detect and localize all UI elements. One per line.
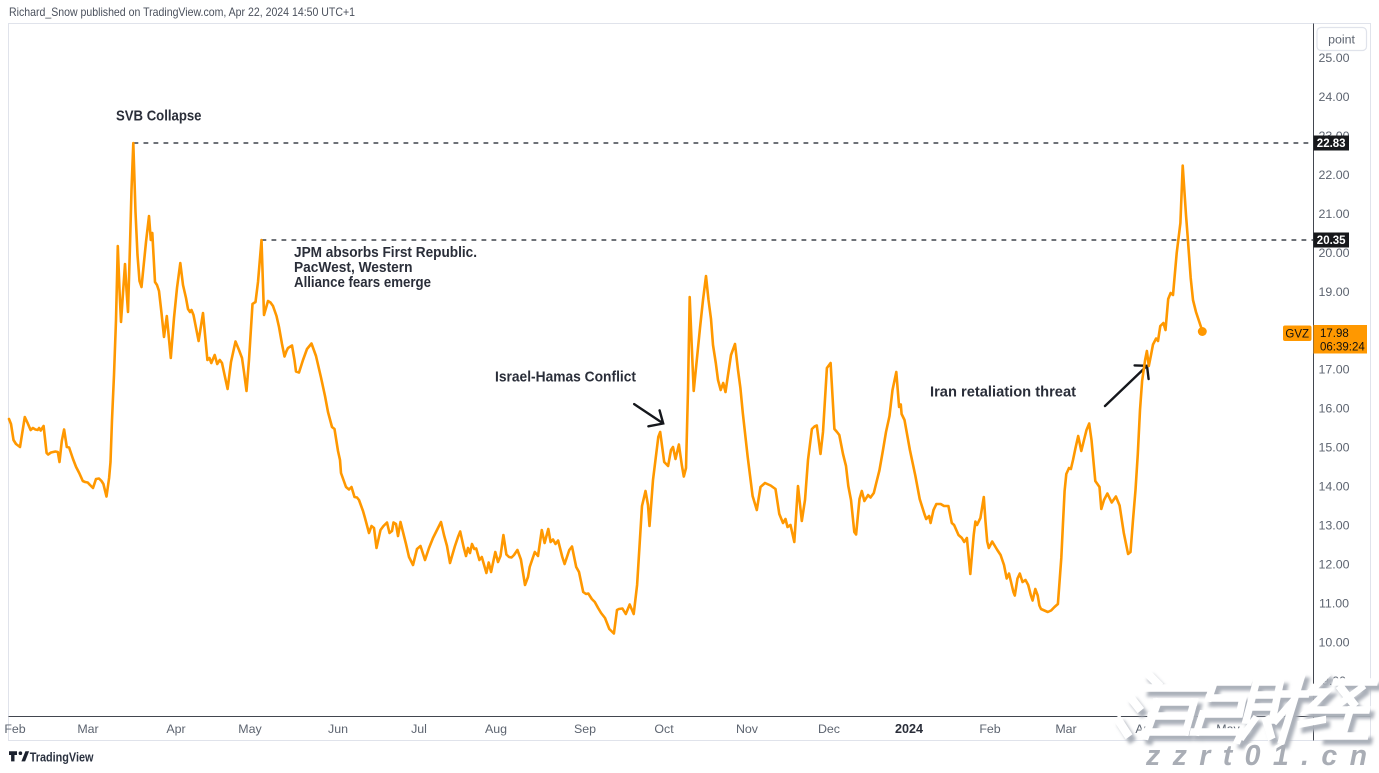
svg-text:Mar: Mar	[77, 722, 98, 736]
svg-text:25.00: 25.00	[1318, 51, 1349, 65]
svg-text:JPM absorbs First Republic.: JPM absorbs First Republic.	[294, 244, 477, 261]
svg-text:Feb: Feb	[979, 722, 1000, 736]
svg-text:Alliance fears emerge: Alliance fears emerge	[294, 274, 431, 291]
svg-text:21.00: 21.00	[1318, 207, 1349, 221]
svg-text:13.00: 13.00	[1318, 519, 1349, 533]
svg-text:17.98: 17.98	[1320, 328, 1349, 340]
svg-text:PacWest, Western: PacWest, Western	[294, 259, 413, 276]
svg-text:Jul: Jul	[411, 722, 427, 736]
svg-text:SVB Collapse: SVB Collapse	[116, 108, 202, 125]
svg-text:11.00: 11.00	[1319, 596, 1349, 610]
svg-text:zzrt01.cn: zzrt01.cn	[1143, 738, 1365, 770]
svg-text:Apr: Apr	[166, 722, 185, 736]
svg-text:Richard_Snow published on Trad: Richard_Snow published on TradingView.co…	[9, 5, 355, 19]
svg-text:Mar: Mar	[1055, 722, 1076, 736]
svg-text:14.00: 14.00	[1318, 480, 1349, 494]
svg-text:19.00: 19.00	[1318, 285, 1349, 299]
svg-text:17.00: 17.00	[1318, 363, 1349, 377]
svg-text:Feb: Feb	[4, 722, 25, 736]
svg-text:GVZ: GVZ	[1285, 329, 1309, 341]
svg-text:point: point	[1328, 33, 1355, 47]
svg-text:Iran retaliation threat: Iran retaliation threat	[930, 384, 1076, 401]
svg-text:22.00: 22.00	[1318, 168, 1349, 182]
svg-text:2024: 2024	[895, 722, 923, 736]
svg-text:10.00: 10.00	[1318, 635, 1349, 649]
svg-text:24.00: 24.00	[1318, 90, 1349, 104]
svg-text:15.00: 15.00	[1318, 441, 1349, 455]
svg-text:Aug: Aug	[485, 722, 507, 736]
svg-text:Sep: Sep	[574, 722, 596, 736]
svg-text:20.00: 20.00	[1318, 246, 1349, 260]
svg-text:16.00: 16.00	[1318, 402, 1349, 416]
svg-text:Nov: Nov	[736, 722, 759, 736]
svg-text:20.35: 20.35	[1317, 235, 1346, 247]
svg-text:TradingView: TradingView	[30, 749, 95, 764]
svg-text:Israel-Hamas Conflict: Israel-Hamas Conflict	[495, 369, 636, 386]
svg-text:06:39:24: 06:39:24	[1320, 342, 1365, 354]
svg-text:Jun: Jun	[328, 722, 348, 736]
svg-text:Oct: Oct	[654, 722, 674, 736]
svg-text:22.83: 22.83	[1317, 138, 1346, 150]
svg-text:Dec: Dec	[818, 722, 840, 736]
svg-text:12.00: 12.00	[1318, 557, 1349, 571]
svg-text:zzrt01.cn: zzrt01.cn	[1145, 740, 1367, 772]
svg-text:May: May	[238, 722, 262, 736]
